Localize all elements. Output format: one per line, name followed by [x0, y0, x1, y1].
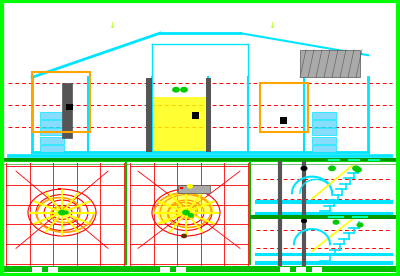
Bar: [32, 267, 42, 272]
Bar: [352, 216, 368, 218]
Bar: [250, 215, 396, 219]
Bar: [328, 159, 340, 161]
Bar: [66, 104, 73, 110]
Circle shape: [301, 166, 307, 170]
Circle shape: [357, 223, 363, 227]
Circle shape: [188, 214, 193, 217]
Circle shape: [173, 87, 179, 92]
Bar: [312, 120, 336, 127]
Bar: [4, 158, 396, 161]
Bar: [40, 112, 64, 119]
Bar: [176, 267, 186, 272]
Bar: [160, 267, 170, 272]
Bar: [146, 78, 152, 152]
Bar: [178, 185, 210, 193]
Bar: [32, 72, 90, 132]
Circle shape: [181, 87, 187, 92]
Circle shape: [302, 219, 306, 222]
Bar: [48, 267, 58, 272]
Bar: [40, 145, 64, 152]
Bar: [4, 266, 396, 272]
Circle shape: [183, 210, 189, 215]
Circle shape: [353, 166, 359, 171]
Bar: [328, 216, 344, 218]
Bar: [312, 145, 336, 152]
Text: ↓: ↓: [108, 21, 116, 30]
Polygon shape: [158, 193, 214, 224]
Bar: [4, 4, 396, 158]
Circle shape: [59, 210, 65, 215]
Bar: [312, 137, 336, 144]
Circle shape: [64, 211, 68, 214]
Circle shape: [329, 166, 335, 171]
Bar: [152, 97, 208, 152]
Bar: [312, 267, 322, 272]
Bar: [40, 120, 64, 127]
Bar: [62, 83, 72, 138]
Bar: [280, 267, 290, 272]
Bar: [348, 159, 360, 161]
Bar: [180, 187, 183, 189]
Bar: [40, 137, 64, 144]
Bar: [312, 112, 336, 119]
Bar: [58, 188, 61, 190]
Circle shape: [182, 234, 186, 238]
Bar: [40, 128, 64, 135]
Bar: [206, 78, 211, 152]
Bar: [368, 159, 380, 161]
Bar: [312, 128, 336, 135]
Bar: [192, 112, 199, 119]
Bar: [260, 83, 308, 132]
Bar: [300, 50, 360, 77]
Bar: [280, 117, 287, 124]
Circle shape: [333, 220, 339, 224]
Bar: [296, 267, 306, 272]
Circle shape: [188, 185, 192, 188]
Text: ↓: ↓: [268, 21, 276, 30]
Circle shape: [355, 168, 361, 172]
